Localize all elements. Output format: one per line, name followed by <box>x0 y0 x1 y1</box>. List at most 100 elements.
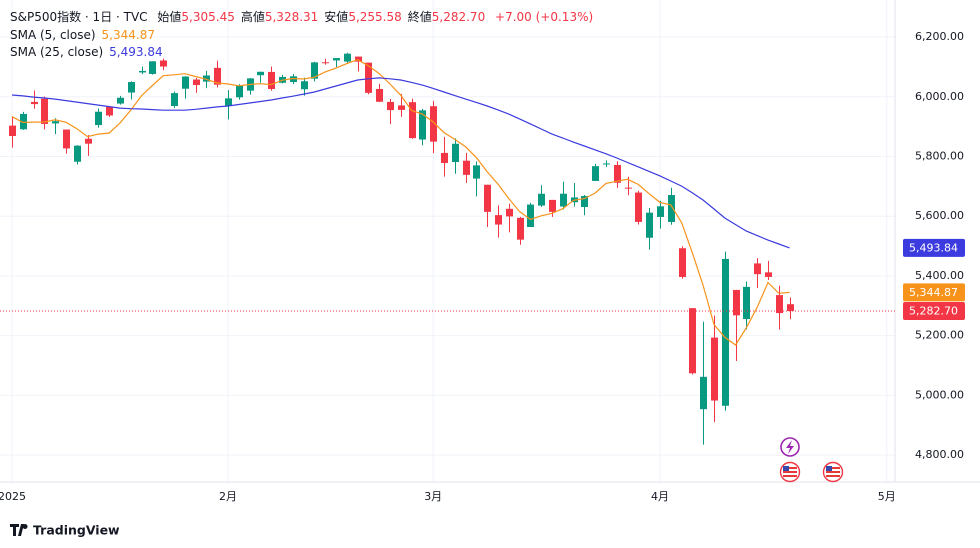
ohlc-value: 5,328.31 <box>264 10 319 24</box>
candle-body <box>63 129 70 149</box>
price-badge <box>903 238 965 257</box>
candle-body <box>85 138 92 144</box>
candle-body <box>679 248 686 277</box>
candle-body <box>344 53 351 62</box>
candle-body <box>311 62 318 79</box>
candle-body <box>149 61 156 74</box>
ohlc-value: 5,305.45 <box>181 10 235 24</box>
candle-body <box>376 88 383 102</box>
candle-body <box>214 67 221 85</box>
candle-body <box>787 304 794 311</box>
ohlc: 始値5,305.45 高値5,328.31 安値5,255.58 終値5,282.70 <box>151 10 485 24</box>
candle-body <box>419 110 426 140</box>
y-tick-label: 5,200.00 <box>915 329 964 342</box>
candle-body <box>517 217 524 240</box>
flag-icon[interactable] <box>779 461 801 483</box>
candle-body <box>625 187 632 189</box>
indicator-row: SMA (5, close) 5,344.87 <box>10 27 593 45</box>
ohlc-label: 始値 <box>157 10 182 24</box>
candle-body <box>301 81 308 90</box>
candle-body <box>365 62 372 93</box>
y-tick-label: 5,800.00 <box>915 149 964 162</box>
candle-body <box>581 196 588 208</box>
candle-body <box>430 106 437 142</box>
candle-body <box>74 145 81 162</box>
ohlc-value: 5,255.58 <box>348 10 402 24</box>
candle-body <box>495 215 502 225</box>
candle-body <box>128 82 135 93</box>
candle-body <box>635 192 642 222</box>
y-tick-label: 5,400.00 <box>915 269 964 282</box>
candle-body <box>398 105 405 110</box>
candle-body <box>117 97 124 104</box>
candle-body <box>160 60 167 67</box>
price-badge-label: 5,282.70 <box>909 304 958 317</box>
candle-body <box>657 206 664 217</box>
flag-icon[interactable] <box>822 461 844 483</box>
candle-body <box>527 204 534 228</box>
y-tick-label: 4,800.00 <box>915 448 964 461</box>
candle-body <box>463 160 470 175</box>
candle-body <box>95 111 102 126</box>
candle-body <box>203 75 210 82</box>
sma-line <box>11 59 790 346</box>
candle-body <box>700 376 707 410</box>
x-tick-label: 2月 <box>219 490 237 503</box>
price-badge <box>903 301 965 320</box>
candle-body <box>9 125 16 137</box>
candle-body <box>106 106 113 116</box>
event-icons <box>779 437 844 483</box>
candle-body <box>722 258 729 406</box>
x-tick-label: 4月 <box>651 490 669 503</box>
candle-body <box>257 71 264 76</box>
ohlc-value: 5,282.70 <box>431 10 486 24</box>
indicator-value: 5,493.84 <box>109 45 163 59</box>
candle-body <box>765 272 772 277</box>
x-tick-label: 3月 <box>424 490 442 503</box>
candle-body <box>754 263 761 275</box>
candle-body <box>538 193 545 206</box>
candles <box>9 52 794 445</box>
candle-body <box>560 193 567 207</box>
candle-body <box>743 286 750 320</box>
change: +7.00 (+0.13%) <box>495 10 594 24</box>
candle-body <box>646 212 653 238</box>
price-badge <box>903 283 965 302</box>
price-badge-label: 5,344.87 <box>909 286 958 299</box>
candle-body <box>41 98 48 124</box>
candle-body <box>355 56 362 62</box>
indicator-row: SMA (25, close) 5,493.84 <box>10 44 593 62</box>
ohlc-label: 高値 <box>240 10 265 24</box>
lightning <box>786 440 794 454</box>
indicators: SMA (5, close) 5,344.87 SMA (25, close) 5,4… <box>10 27 593 62</box>
candle-body <box>711 337 718 401</box>
candle-body <box>441 152 448 164</box>
logo[interactable]: TradingView <box>10 523 120 538</box>
indicator-value: 5,344.87 <box>101 27 155 42</box>
candle-body <box>603 163 610 165</box>
ohlc-label: 終値 <box>407 10 432 24</box>
candle-body <box>549 199 556 212</box>
candle-body <box>268 71 275 89</box>
brand-name: TradingView <box>33 523 120 538</box>
y-tick-label: 5,600.00 <box>915 209 964 222</box>
x-tick-label: 5月 <box>878 490 896 503</box>
candle-body <box>668 195 675 222</box>
candle-body <box>506 208 513 217</box>
candle-body <box>322 62 329 64</box>
y-tick-label: 6,000.00 <box>915 90 964 103</box>
candle-body <box>409 102 416 139</box>
candle-body <box>182 76 189 89</box>
candle-body <box>52 121 59 124</box>
candle-body <box>333 58 340 61</box>
y-tick-label: 6,200.00 <box>915 30 964 43</box>
candle-body <box>473 165 480 179</box>
candle-body <box>31 101 38 105</box>
candle-body <box>614 164 621 183</box>
x-tick-label: 2025 <box>0 490 26 503</box>
candle-body <box>225 98 232 106</box>
symbol-line: S&P500指数 · 1日 · TVC 始値5,305.45 高値5,328.31… <box>10 9 593 27</box>
candle-body <box>776 295 783 314</box>
